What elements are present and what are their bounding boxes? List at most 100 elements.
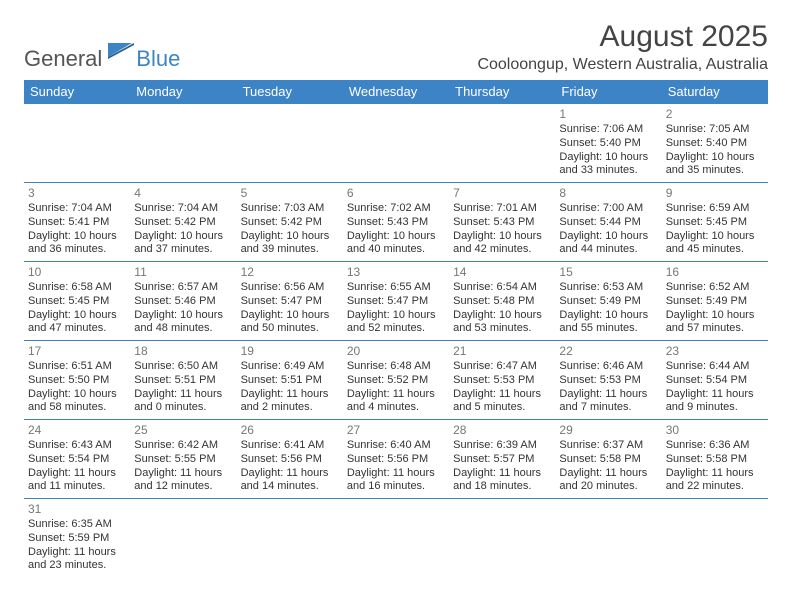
detail-line-day1: Daylight: 11 hours (28, 467, 126, 481)
detail-line-sunrise: Sunrise: 6:47 AM (453, 360, 551, 374)
detail-line-day1: Daylight: 11 hours (559, 467, 657, 481)
calendar-day-cell: 30Sunrise: 6:36 AMSunset: 5:58 PMDayligh… (662, 420, 768, 499)
detail-line-sunset: Sunset: 5:48 PM (453, 295, 551, 309)
day-number: 28 (453, 423, 551, 438)
calendar-day-cell: 25Sunrise: 6:42 AMSunset: 5:55 PMDayligh… (130, 420, 236, 499)
day-details: Sunrise: 6:37 AMSunset: 5:58 PMDaylight:… (559, 439, 657, 494)
day-number: 17 (28, 344, 126, 359)
detail-line-sunrise: Sunrise: 6:48 AM (347, 360, 445, 374)
calendar-table: SundayMondayTuesdayWednesdayThursdayFrid… (24, 80, 768, 577)
detail-line-day2: and 37 minutes. (134, 243, 232, 257)
day-number: 21 (453, 344, 551, 359)
day-details: Sunrise: 6:40 AMSunset: 5:56 PMDaylight:… (347, 439, 445, 494)
detail-line-sunset: Sunset: 5:42 PM (241, 216, 339, 230)
calendar-day-cell: 9Sunrise: 6:59 AMSunset: 5:45 PMDaylight… (662, 183, 768, 262)
calendar-empty-cell (555, 499, 661, 578)
detail-line-day2: and 5 minutes. (453, 401, 551, 415)
detail-line-day2: and 14 minutes. (241, 480, 339, 494)
calendar-empty-cell (449, 499, 555, 578)
calendar-empty-cell (24, 104, 130, 183)
detail-line-sunrise: Sunrise: 6:49 AM (241, 360, 339, 374)
detail-line-day1: Daylight: 10 hours (28, 309, 126, 323)
detail-line-sunrise: Sunrise: 6:41 AM (241, 439, 339, 453)
day-details: Sunrise: 6:49 AMSunset: 5:51 PMDaylight:… (241, 360, 339, 415)
detail-line-sunset: Sunset: 5:40 PM (559, 137, 657, 151)
calendar-empty-cell (130, 104, 236, 183)
detail-line-day1: Daylight: 11 hours (347, 467, 445, 481)
weekday-header: Friday (555, 80, 661, 104)
day-number: 8 (559, 186, 657, 201)
detail-line-day2: and 23 minutes. (28, 559, 126, 573)
calendar-day-cell: 7Sunrise: 7:01 AMSunset: 5:43 PMDaylight… (449, 183, 555, 262)
day-number: 24 (28, 423, 126, 438)
header-bar: General Blue August 2025 Cooloongup, Wes… (24, 20, 768, 74)
detail-line-day1: Daylight: 10 hours (241, 230, 339, 244)
detail-line-day1: Daylight: 11 hours (241, 467, 339, 481)
calendar-empty-cell (237, 499, 343, 578)
day-number: 1 (559, 107, 657, 122)
detail-line-sunrise: Sunrise: 6:36 AM (666, 439, 764, 453)
detail-line-sunrise: Sunrise: 6:46 AM (559, 360, 657, 374)
detail-line-day2: and 35 minutes. (666, 164, 764, 178)
day-number: 18 (134, 344, 232, 359)
day-number: 22 (559, 344, 657, 359)
detail-line-day1: Daylight: 10 hours (134, 309, 232, 323)
detail-line-day1: Daylight: 11 hours (453, 388, 551, 402)
detail-line-day1: Daylight: 11 hours (666, 388, 764, 402)
detail-line-sunset: Sunset: 5:54 PM (666, 374, 764, 388)
day-details: Sunrise: 7:04 AMSunset: 5:42 PMDaylight:… (134, 202, 232, 257)
day-number: 6 (347, 186, 445, 201)
day-details: Sunrise: 6:50 AMSunset: 5:51 PMDaylight:… (134, 360, 232, 415)
detail-line-day2: and 9 minutes. (666, 401, 764, 415)
day-details: Sunrise: 6:56 AMSunset: 5:47 PMDaylight:… (241, 281, 339, 336)
weekday-header: Sunday (24, 80, 130, 104)
detail-line-day1: Daylight: 11 hours (134, 467, 232, 481)
logo-text-general: General (24, 46, 102, 72)
detail-line-day1: Daylight: 10 hours (453, 309, 551, 323)
day-details: Sunrise: 6:43 AMSunset: 5:54 PMDaylight:… (28, 439, 126, 494)
detail-line-sunrise: Sunrise: 6:56 AM (241, 281, 339, 295)
day-details: Sunrise: 6:55 AMSunset: 5:47 PMDaylight:… (347, 281, 445, 336)
detail-line-sunset: Sunset: 5:44 PM (559, 216, 657, 230)
day-details: Sunrise: 6:58 AMSunset: 5:45 PMDaylight:… (28, 281, 126, 336)
title-block: August 2025 Cooloongup, Western Australi… (477, 20, 768, 74)
detail-line-day1: Daylight: 11 hours (241, 388, 339, 402)
calendar-day-cell: 1Sunrise: 7:06 AMSunset: 5:40 PMDaylight… (555, 104, 661, 183)
detail-line-sunset: Sunset: 5:47 PM (241, 295, 339, 309)
day-details: Sunrise: 6:42 AMSunset: 5:55 PMDaylight:… (134, 439, 232, 494)
detail-line-sunrise: Sunrise: 6:58 AM (28, 281, 126, 295)
detail-line-sunset: Sunset: 5:45 PM (666, 216, 764, 230)
detail-line-sunset: Sunset: 5:49 PM (666, 295, 764, 309)
calendar-week-row: 10Sunrise: 6:58 AMSunset: 5:45 PMDayligh… (24, 262, 768, 341)
detail-line-sunrise: Sunrise: 7:02 AM (347, 202, 445, 216)
day-number: 2 (666, 107, 764, 122)
detail-line-day1: Daylight: 10 hours (559, 151, 657, 165)
detail-line-day1: Daylight: 10 hours (666, 230, 764, 244)
day-details: Sunrise: 7:06 AMSunset: 5:40 PMDaylight:… (559, 123, 657, 178)
calendar-empty-cell (130, 499, 236, 578)
detail-line-sunset: Sunset: 5:52 PM (347, 374, 445, 388)
detail-line-day1: Daylight: 10 hours (241, 309, 339, 323)
detail-line-day2: and 42 minutes. (453, 243, 551, 257)
weekday-header: Thursday (449, 80, 555, 104)
day-number: 19 (241, 344, 339, 359)
detail-line-day2: and 44 minutes. (559, 243, 657, 257)
day-number: 30 (666, 423, 764, 438)
calendar-day-cell: 10Sunrise: 6:58 AMSunset: 5:45 PMDayligh… (24, 262, 130, 341)
day-details: Sunrise: 6:35 AMSunset: 5:59 PMDaylight:… (28, 518, 126, 573)
detail-line-sunset: Sunset: 5:56 PM (347, 453, 445, 467)
detail-line-sunset: Sunset: 5:47 PM (347, 295, 445, 309)
detail-line-sunrise: Sunrise: 7:01 AM (453, 202, 551, 216)
detail-line-day2: and 2 minutes. (241, 401, 339, 415)
calendar-week-row: 31Sunrise: 6:35 AMSunset: 5:59 PMDayligh… (24, 499, 768, 578)
detail-line-day1: Daylight: 11 hours (559, 388, 657, 402)
detail-line-day2: and 58 minutes. (28, 401, 126, 415)
weekday-header: Saturday (662, 80, 768, 104)
detail-line-day2: and 18 minutes. (453, 480, 551, 494)
day-details: Sunrise: 6:36 AMSunset: 5:58 PMDaylight:… (666, 439, 764, 494)
detail-line-day1: Daylight: 11 hours (347, 388, 445, 402)
detail-line-sunset: Sunset: 5:55 PM (134, 453, 232, 467)
day-details: Sunrise: 6:48 AMSunset: 5:52 PMDaylight:… (347, 360, 445, 415)
calendar-day-cell: 5Sunrise: 7:03 AMSunset: 5:42 PMDaylight… (237, 183, 343, 262)
calendar-day-cell: 28Sunrise: 6:39 AMSunset: 5:57 PMDayligh… (449, 420, 555, 499)
